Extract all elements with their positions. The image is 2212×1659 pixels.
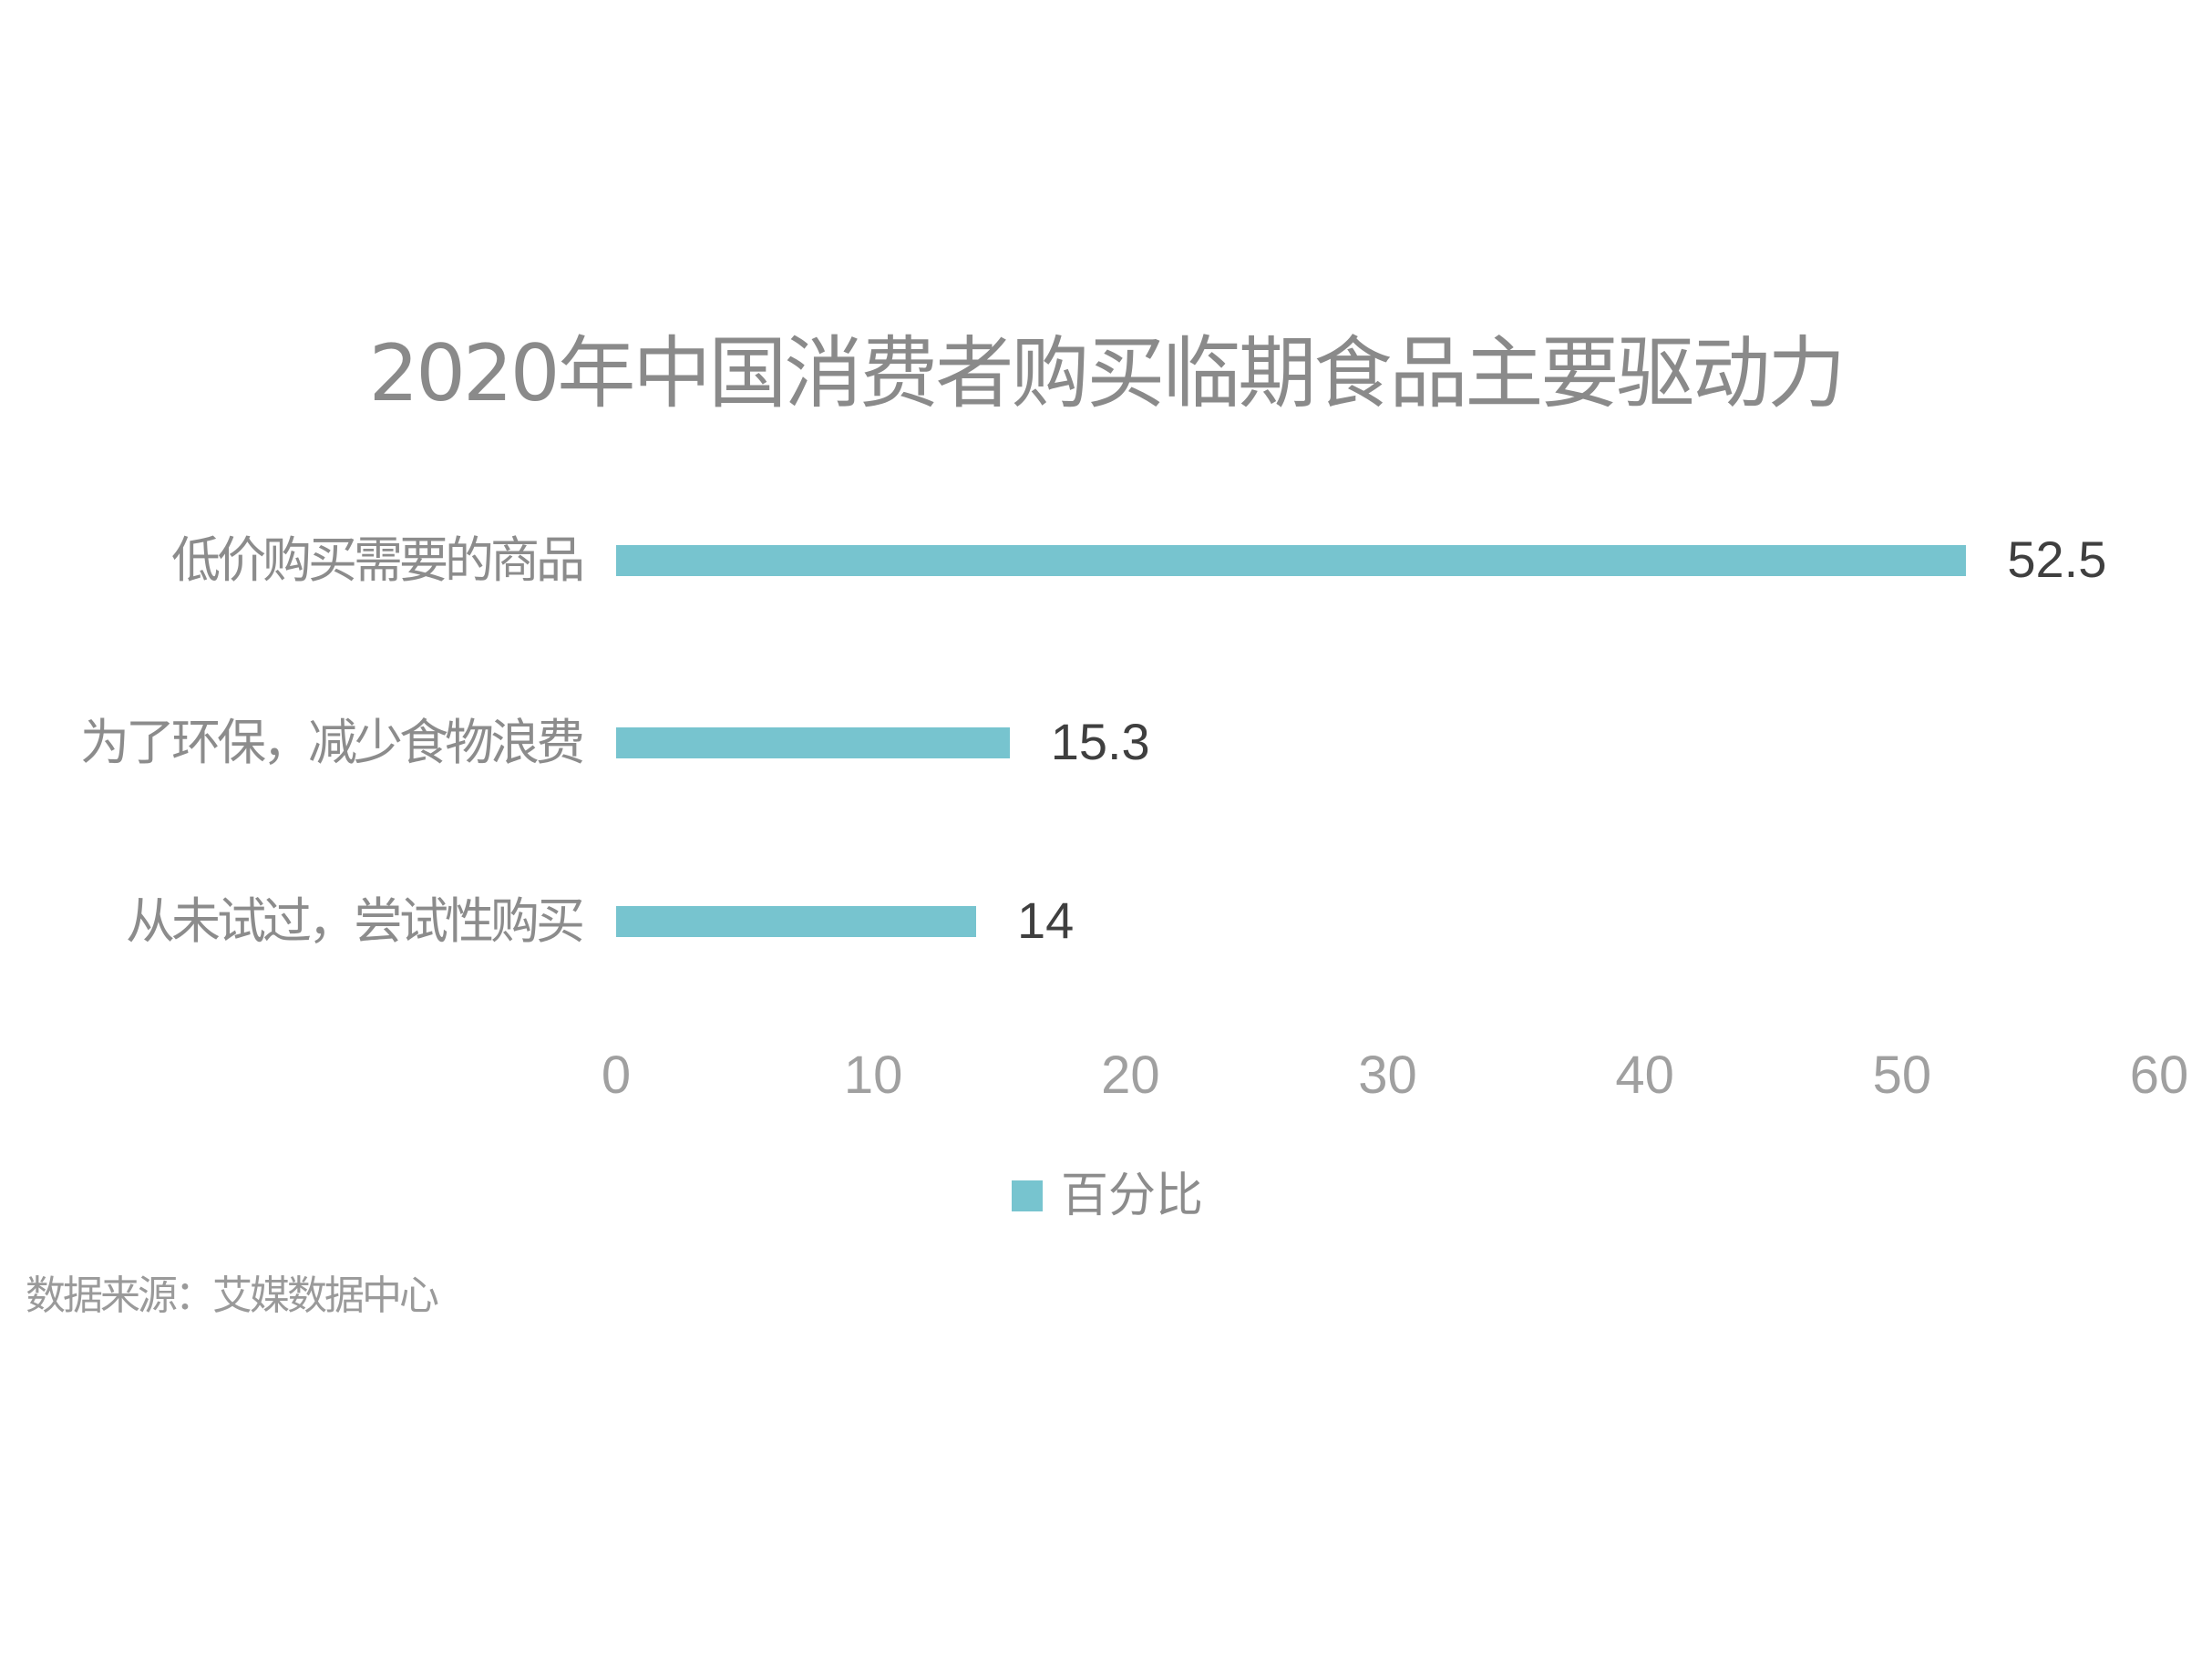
bar-value-label: 15.3: [1050, 713, 1150, 770]
x-axis-tick-label: 10: [843, 1046, 903, 1105]
x-axis-tick-label: 0: [601, 1046, 632, 1105]
chart-legend: 百分比: [1012, 1167, 1203, 1225]
category-label: 低价购买需要的商品: [171, 531, 585, 589]
source-note: 数据来源：艾媒数据中心: [26, 1273, 439, 1319]
bar: [616, 727, 1010, 758]
chart-title: 2020年中国消费者购买临期食品主要驱动力: [368, 328, 1847, 419]
bar-value-label: 14: [1017, 891, 1075, 949]
bar: [616, 906, 977, 937]
category-label: 从未试过，尝试性购买: [126, 892, 585, 950]
x-axis-tick-label: 20: [1101, 1046, 1160, 1105]
x-axis-tick-label: 50: [1872, 1046, 1932, 1105]
x-axis-tick-label: 60: [2129, 1046, 2189, 1105]
bar-value-label: 52.5: [2007, 531, 2107, 588]
bar: [616, 545, 1967, 576]
legend-label: 百分比: [1061, 1169, 1204, 1223]
x-axis-tick-label: 40: [1615, 1046, 1674, 1105]
x-axis-tick-label: 30: [1358, 1046, 1417, 1105]
legend-swatch: [1012, 1180, 1043, 1211]
category-label: 为了环保，减少食物浪费: [80, 714, 585, 771]
